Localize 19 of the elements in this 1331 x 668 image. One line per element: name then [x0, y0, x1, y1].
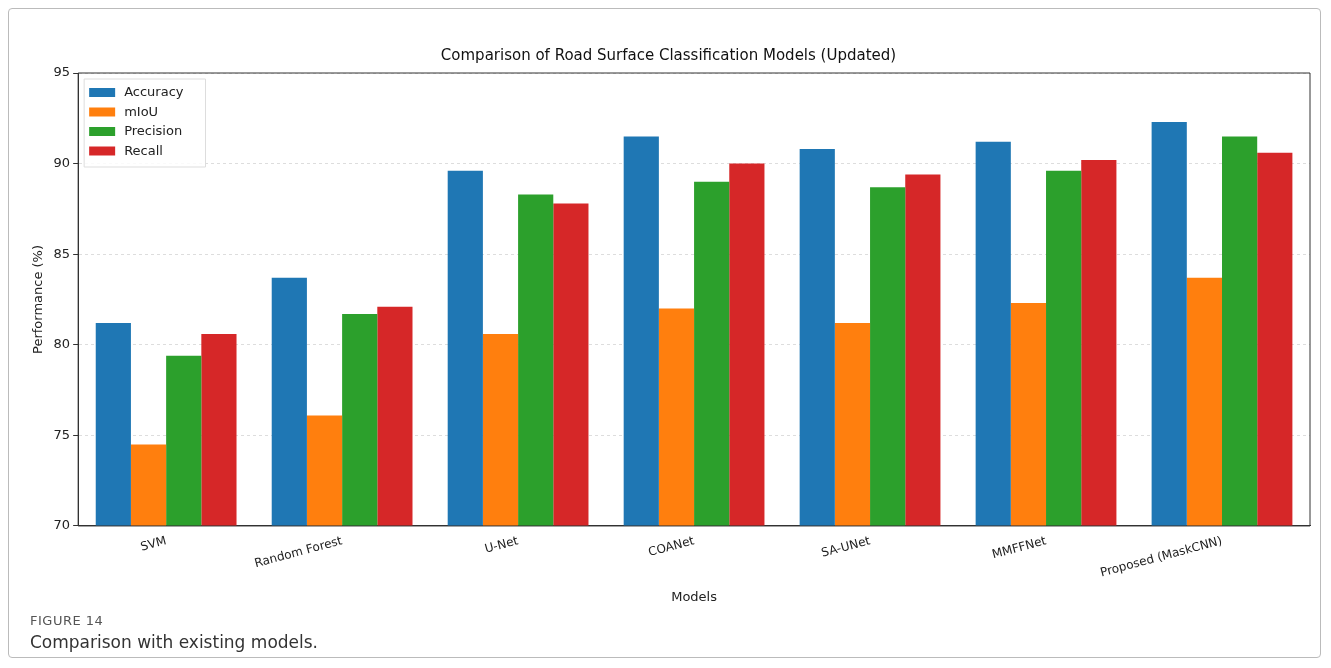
y-axis-title: Performance (%) — [30, 244, 46, 354]
x-axis-title: Models — [671, 588, 718, 604]
y-tick-label: 80 — [53, 336, 71, 352]
legend-label: mIoU — [124, 103, 159, 119]
x-tick-label: Random Forest — [252, 533, 344, 571]
y-tick-label: 90 — [53, 154, 71, 170]
text: Comparison with existing models. — [30, 632, 319, 652]
caption: FIGURE 14 — [30, 613, 105, 628]
y-tick-label: 70 — [53, 517, 71, 533]
x-tick-label: SVM — [138, 533, 168, 554]
y-tick-label: 95 — [53, 64, 71, 80]
y-tick-label: 75 — [53, 426, 71, 442]
x-tick-label: U-Net — [483, 533, 520, 556]
chart-title: Comparison of Road Surface Classification Models (Updated) — [440, 45, 897, 64]
legend-label: Precision — [124, 123, 183, 139]
legend-label: Recall — [124, 142, 163, 158]
legend-label: Accuracy — [124, 84, 184, 100]
y-tick-label: 85 — [53, 245, 71, 261]
x-tick-label: COANet — [646, 533, 696, 559]
